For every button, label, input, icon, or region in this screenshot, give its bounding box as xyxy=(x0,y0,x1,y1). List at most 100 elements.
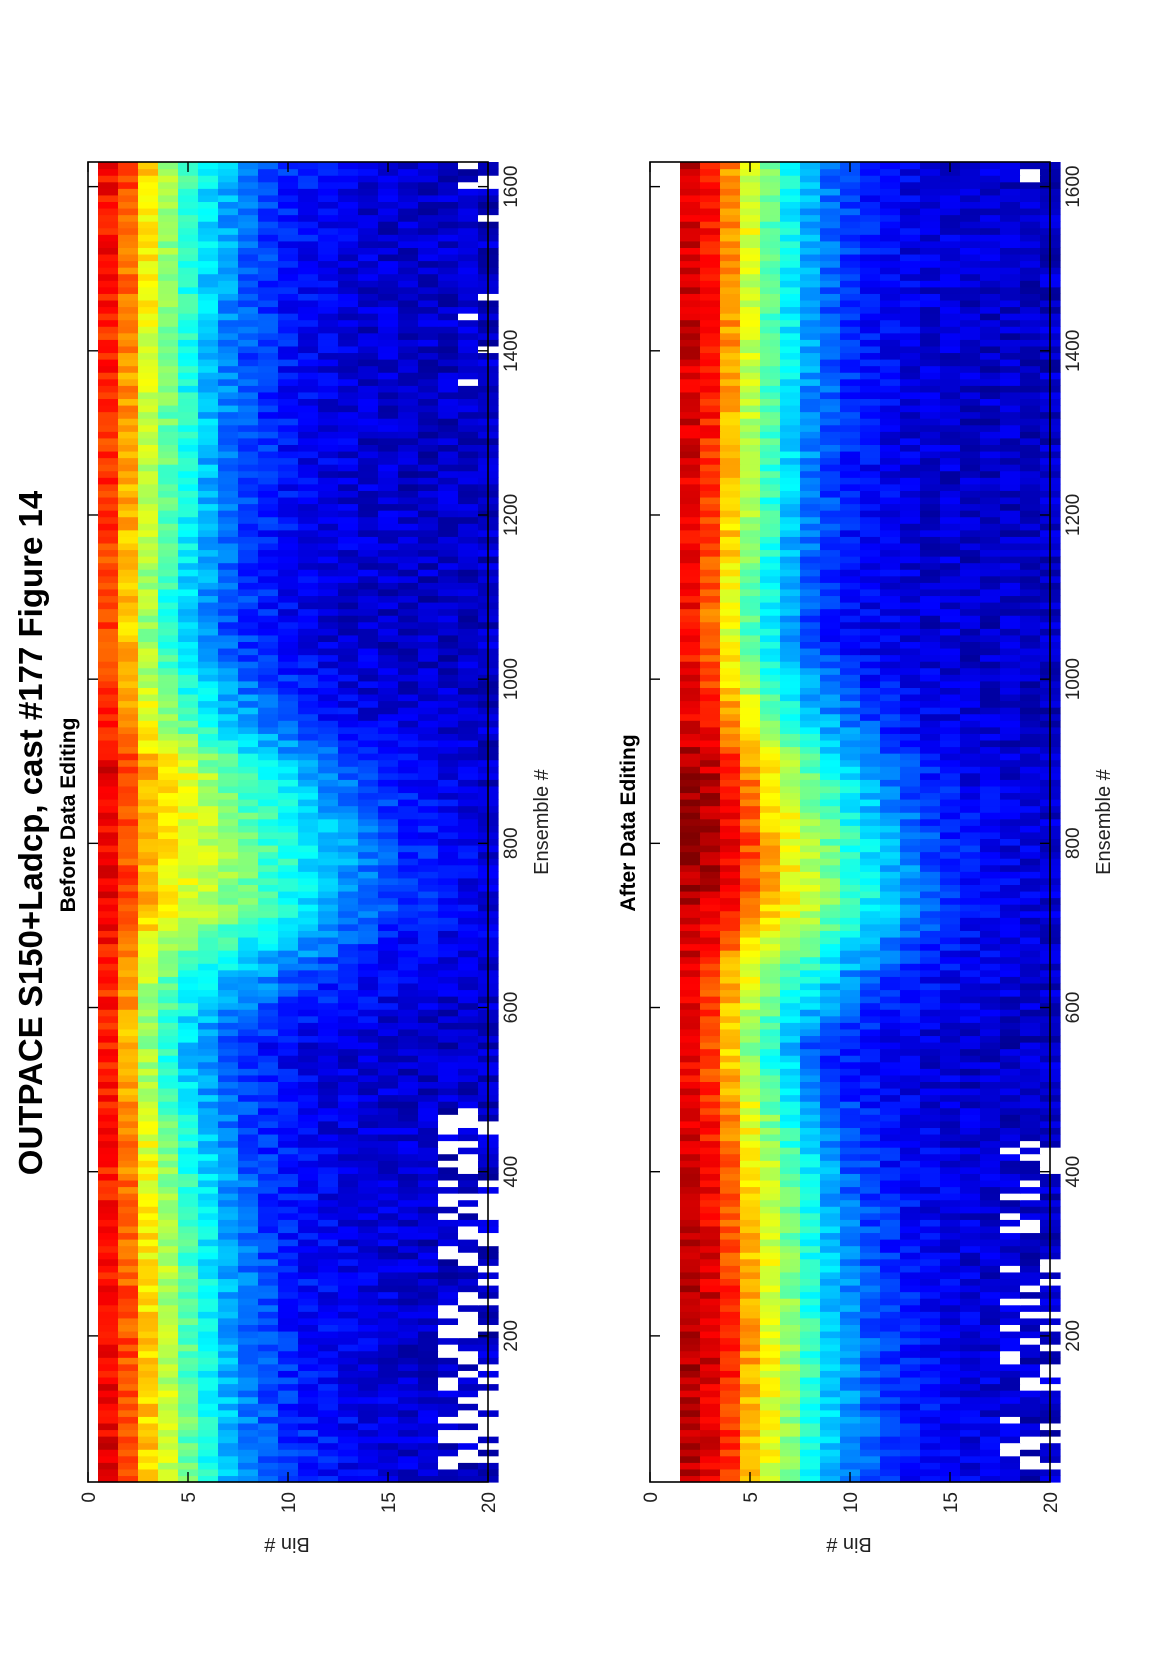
heatmap-cell xyxy=(318,1344,339,1352)
heatmap-cell xyxy=(118,470,139,478)
heatmap-cell xyxy=(358,1219,379,1227)
heatmap-cell xyxy=(238,1396,259,1404)
heatmap-cell xyxy=(338,536,359,544)
heatmap-cell xyxy=(218,989,239,997)
heatmap-cell xyxy=(1000,1449,1021,1457)
heatmap-cell xyxy=(178,595,199,603)
heatmap-cell xyxy=(258,1055,279,1063)
heatmap-cell xyxy=(398,1035,419,1043)
heatmap-cell xyxy=(238,858,259,866)
heatmap-cell xyxy=(860,1186,881,1194)
heatmap-cell xyxy=(158,227,179,235)
heatmap-cell xyxy=(218,162,239,170)
heatmap-cell xyxy=(860,1252,881,1260)
heatmap-cell xyxy=(940,1390,961,1398)
heatmap-cell xyxy=(238,582,259,590)
heatmap-cell xyxy=(138,956,159,964)
heatmap-cell xyxy=(198,418,219,426)
heatmap-cell xyxy=(238,1376,259,1385)
heatmap-cell xyxy=(218,1107,239,1115)
heatmap-cell xyxy=(198,687,219,695)
heatmap-cell xyxy=(258,483,279,491)
heatmap-cell xyxy=(398,240,419,248)
heatmap-cell xyxy=(238,720,259,728)
heatmap-cell xyxy=(158,299,179,308)
heatmap-cell xyxy=(760,1284,781,1293)
heatmap-cell xyxy=(258,713,279,721)
heatmap-cell xyxy=(418,1081,439,1089)
heatmap-cell xyxy=(218,693,239,702)
heatmap-cell xyxy=(418,602,439,610)
heatmap-cell xyxy=(138,588,159,597)
heatmap-cell xyxy=(318,1140,339,1148)
heatmap-cell xyxy=(418,214,439,222)
heatmap-cell xyxy=(238,713,259,721)
heatmap-cell xyxy=(178,1330,199,1339)
heatmap-cell xyxy=(960,1337,981,1345)
heatmap-cell xyxy=(720,1337,741,1345)
heatmap-cell xyxy=(980,1442,1001,1450)
heatmap-cell xyxy=(740,1179,761,1188)
heatmap-cell xyxy=(418,490,439,498)
heatmap-cell xyxy=(258,1330,279,1339)
heatmap-cell xyxy=(820,1232,841,1240)
heatmap-cell xyxy=(258,1449,279,1457)
heatmap-cell xyxy=(458,890,479,899)
heatmap-cell xyxy=(338,240,359,248)
heatmap-cell xyxy=(178,661,199,669)
heatmap-cell xyxy=(218,1094,239,1102)
heatmap-cell xyxy=(1000,1232,1021,1240)
heatmap-cell xyxy=(218,1199,239,1207)
heatmap-cell xyxy=(980,1193,1001,1201)
heatmap-cell xyxy=(780,1350,801,1358)
heatmap-cell xyxy=(680,1455,701,1463)
heatmap-cell xyxy=(720,1475,741,1483)
heatmap-cell xyxy=(338,1035,359,1043)
heatmap-cell xyxy=(178,1166,199,1174)
heatmap-cell xyxy=(198,884,219,892)
heatmap-cell xyxy=(458,221,479,229)
heatmap-cell xyxy=(980,1284,1001,1293)
heatmap-cell xyxy=(138,1101,159,1109)
heatmap-cell xyxy=(98,510,119,518)
heatmap-cell xyxy=(398,1225,419,1234)
heatmap-cell xyxy=(378,450,399,459)
heatmap-cell xyxy=(418,1436,439,1444)
heatmap-cell xyxy=(398,1153,419,1161)
heatmap-cell xyxy=(378,1455,399,1463)
heatmap-cell xyxy=(418,1107,439,1115)
heatmap-cell xyxy=(358,201,379,209)
heatmap-cell xyxy=(338,201,359,209)
heatmap-cell xyxy=(158,720,179,728)
heatmap-cell xyxy=(138,976,159,984)
heatmap-cell xyxy=(458,1317,479,1325)
heatmap-cell xyxy=(318,1179,339,1188)
heatmap-cell xyxy=(218,595,239,603)
heatmap-cell xyxy=(138,523,159,531)
heatmap-cell xyxy=(238,838,259,846)
heatmap-cell xyxy=(258,516,279,524)
heatmap-cell xyxy=(398,365,419,373)
heatmap-cell xyxy=(278,1147,299,1155)
heatmap-cell xyxy=(198,569,219,577)
heatmap-cell xyxy=(418,1291,439,1299)
heatmap-cell xyxy=(398,1206,419,1214)
heatmap-cell xyxy=(378,569,399,577)
heatmap-cell xyxy=(378,391,399,400)
heatmap-cell xyxy=(238,936,259,945)
heatmap-cell xyxy=(318,1468,339,1477)
heatmap-cell xyxy=(218,647,239,656)
heatmap-cell xyxy=(178,956,199,964)
heatmap-cell xyxy=(138,582,159,590)
heatmap-cell xyxy=(338,661,359,669)
heatmap-cell xyxy=(398,1061,419,1069)
heatmap-cell xyxy=(298,1278,319,1286)
heatmap-cell xyxy=(800,1186,821,1194)
heatmap-cell xyxy=(238,214,259,222)
heatmap-cell xyxy=(398,1042,419,1050)
heatmap-cell xyxy=(238,1409,259,1417)
heatmap-cell xyxy=(118,1179,139,1188)
heatmap-cell xyxy=(920,1409,941,1417)
heatmap-cell xyxy=(1020,1317,1041,1325)
heatmap-cell xyxy=(438,825,459,833)
